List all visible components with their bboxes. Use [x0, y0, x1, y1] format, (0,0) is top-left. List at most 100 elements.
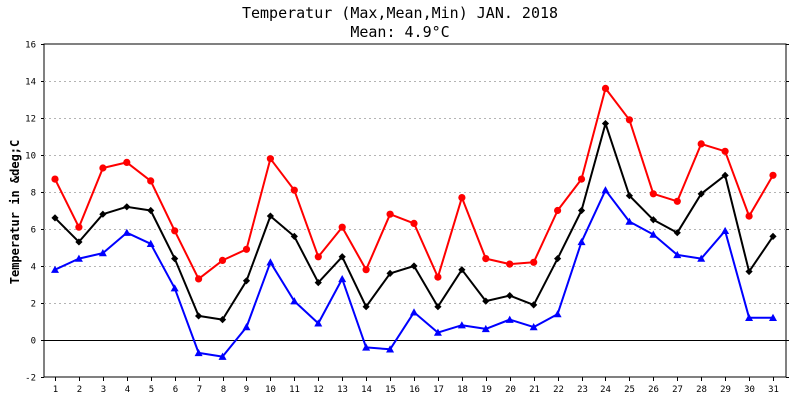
data-point-mean [482, 297, 490, 305]
data-point-min [122, 228, 131, 236]
data-point-max [195, 275, 203, 283]
x-tick-label: 4 [125, 385, 130, 395]
data-point-min [433, 328, 442, 336]
data-point-max [314, 253, 322, 261]
data-point-max [338, 223, 346, 231]
y-tick-label: 0 [31, 337, 36, 347]
data-point-min [457, 321, 466, 329]
x-tick-label: 21 [529, 385, 540, 395]
data-point-min [74, 254, 83, 262]
data-point-mean [577, 206, 586, 215]
data-point-min [170, 284, 179, 292]
x-tick-label: 2 [77, 385, 82, 395]
data-point-mean [458, 266, 466, 274]
data-point-max [434, 273, 442, 281]
data-point-min [577, 237, 586, 246]
data-point-max [123, 158, 131, 166]
x-tick-label: 29 [720, 385, 731, 395]
data-point-max [697, 140, 705, 148]
data-point-mean [290, 232, 298, 240]
data-point-mean [171, 255, 179, 263]
data-point-max [745, 212, 753, 220]
data-point-min [721, 226, 730, 235]
data-point-min [218, 352, 227, 360]
data-point-mean [123, 203, 131, 211]
x-tick-label: 1 [53, 385, 58, 395]
data-point-max [482, 255, 490, 263]
data-point-max [625, 116, 634, 124]
data-point-mean [386, 269, 394, 277]
x-tick-label: 3 [101, 385, 106, 395]
x-tick-label: 20 [505, 385, 516, 395]
data-point-mean [338, 253, 346, 261]
data-point-max [721, 147, 729, 155]
data-point-min [529, 323, 538, 331]
data-point-min [625, 217, 634, 225]
data-point-min [314, 319, 323, 327]
data-point-mean [554, 255, 562, 263]
data-point-min [673, 250, 682, 259]
data-point-min [553, 310, 562, 318]
data-point-max [266, 155, 274, 163]
data-point-max [458, 194, 466, 202]
x-tick-label: 11 [289, 385, 300, 395]
chart-title: Temperatur (Max,Mean,Min) JAN. 2018 [241, 4, 559, 22]
data-point-max [601, 84, 610, 92]
data-point-min [745, 313, 754, 321]
plot-frame [43, 43, 787, 378]
data-point-max [506, 260, 514, 268]
x-tick-label: 5 [149, 385, 154, 395]
x-tick-label: 19 [481, 385, 492, 395]
x-tick-label: 31 [768, 385, 779, 395]
data-point-max [147, 177, 155, 185]
data-point-max [673, 197, 681, 205]
data-point-min [649, 230, 658, 238]
x-tick-label: 25 [624, 385, 635, 395]
y-tick-label: -2 [25, 374, 36, 384]
data-point-max [75, 223, 83, 231]
y-tick-label: 14 [25, 78, 36, 88]
data-point-min [769, 313, 777, 321]
data-point-max [99, 164, 107, 172]
data-point-min [194, 348, 203, 357]
x-tick-label: 24 [600, 385, 611, 395]
data-point-min [338, 274, 347, 283]
data-point-min [362, 343, 371, 351]
data-point-min [601, 186, 610, 194]
data-point-max [769, 171, 777, 179]
data-point-mean [506, 292, 514, 300]
x-tick-label: 23 [577, 385, 588, 395]
data-point-max [290, 186, 298, 194]
data-point-mean [434, 303, 442, 311]
data-point-mean [75, 238, 83, 246]
x-tick-label: 22 [553, 385, 564, 395]
x-tick-label: 18 [457, 385, 468, 395]
data-point-mean [769, 232, 777, 240]
data-point-mean [625, 192, 633, 200]
chart-subtitle: Mean: 4.9°C [350, 23, 450, 41]
data-point-max [554, 206, 562, 215]
data-point-mean [314, 279, 322, 287]
data-point-min [290, 297, 299, 305]
data-point-max [649, 190, 657, 198]
x-tick-label: 7 [197, 385, 202, 395]
data-point-max [386, 210, 394, 218]
data-point-mean [601, 119, 610, 128]
data-point-mean [99, 210, 107, 218]
x-tick-label: 16 [409, 385, 420, 395]
x-tick-label: 26 [648, 385, 659, 395]
data-point-mean [410, 262, 418, 270]
y-tick-label: 6 [31, 226, 36, 236]
y-tick-label: 2 [31, 300, 36, 310]
data-point-min [51, 265, 59, 273]
data-point-max [218, 256, 227, 264]
data-point-mean [242, 277, 251, 285]
data-point-max [242, 245, 251, 253]
x-tick-label: 14 [361, 385, 372, 395]
data-point-min [386, 345, 395, 353]
data-point-min [481, 324, 490, 333]
data-point-mean [195, 312, 203, 320]
y-tick-label: 12 [25, 115, 36, 125]
